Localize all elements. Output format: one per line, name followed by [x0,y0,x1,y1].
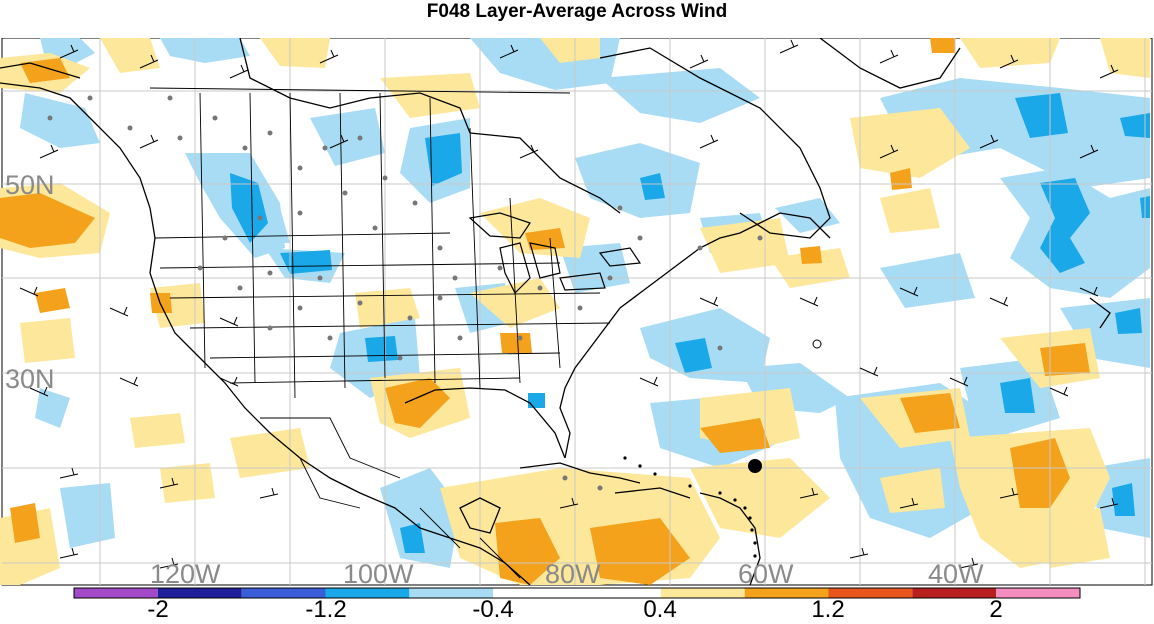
colorbar-cell [996,588,1080,598]
caribbean-islands [623,456,757,558]
lat-label-50n: 50N [5,170,55,200]
colorbar-cell [828,588,913,598]
coastlines [0,38,1111,586]
colorbar-cell [493,588,577,598]
latitude-labels: 50N 30N [5,170,55,394]
colorbar-label-neg1-2: -1.2 [305,596,347,623]
wind-barbs [19,39,1119,569]
across-wind-map: 50N 30N 120W 100W 80W 60W 40W [0,38,1153,586]
colorbar-cell [577,588,661,598]
colorbar-cell [241,588,326,598]
colorbar-label-2: 2 [989,596,1003,623]
colorbar-cell [157,588,242,598]
colorbar-cell [744,588,829,598]
colorbar-cells [74,588,1080,598]
colorbar-label-neg2: -2 [147,596,169,623]
lat-lon-grid [2,38,1152,585]
lat-label-30n: 30N [5,364,55,394]
lon-label-100w: 100W [343,559,414,586]
lon-label-120w: 120W [150,559,221,586]
colorbar-cell [660,588,745,598]
storm-center-marker [748,459,762,473]
state-borders [149,87,611,579]
great-lakes [468,212,642,295]
observation-stations [47,95,763,491]
longitude-labels: 120W 100W 80W 60W 40W [150,559,984,586]
colorbar-cell [409,588,494,598]
colorbar-cell [912,588,997,598]
colorbar [73,587,1081,599]
colorbar-label-0-4: 0.4 [643,596,677,623]
open-circle-marker [812,339,822,349]
colorbar-label-neg0-4: -0.4 [472,596,514,623]
lon-label-40w: 40W [928,559,984,586]
lon-label-80w: 80W [545,559,601,586]
map-title: F048 Layer-Average Across Wind [426,1,728,22]
colorbar-cell [74,588,158,598]
colorbar-label-1-2: 1.2 [811,596,845,623]
colorbar-cell [325,588,410,598]
strong-negative-shading [230,93,1150,553]
lon-label-60w: 60W [738,559,794,586]
